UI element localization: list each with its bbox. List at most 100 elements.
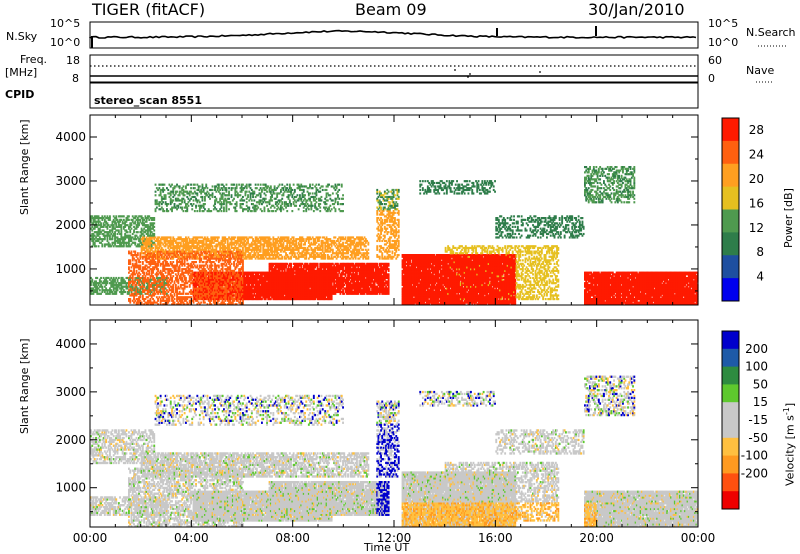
power-cell — [212, 245, 214, 247]
power-cell — [174, 203, 176, 205]
power-cell — [167, 189, 169, 191]
power-cell — [118, 229, 120, 231]
power-cell — [218, 184, 220, 186]
power-cell — [233, 198, 235, 200]
power-cell — [155, 194, 157, 196]
power-cell — [142, 261, 144, 263]
power-cell — [109, 215, 111, 217]
power-cell — [247, 194, 249, 196]
power-cell — [260, 184, 262, 186]
power-cell — [101, 286, 103, 288]
power-cell — [183, 210, 185, 212]
power-cell — [242, 196, 244, 198]
power-cell — [253, 199, 255, 201]
power-cell — [137, 231, 139, 233]
power-cell — [248, 207, 250, 209]
power-cell — [196, 265, 198, 267]
power-cell — [265, 198, 267, 200]
power-cell — [251, 210, 253, 212]
power-cell — [100, 277, 102, 279]
power-cell — [226, 184, 228, 186]
power-cell — [139, 261, 141, 263]
power-cell — [124, 291, 126, 293]
power-cell — [204, 203, 206, 205]
power-cell — [223, 207, 225, 209]
power-cell — [194, 187, 196, 189]
power-cell — [204, 302, 206, 304]
power-cell — [265, 194, 267, 196]
power-cell — [165, 272, 167, 274]
power-cell — [236, 201, 238, 203]
power-cell — [128, 266, 130, 268]
power-cell — [165, 194, 167, 196]
power-cell — [266, 205, 268, 207]
power-cell — [152, 247, 154, 249]
power-cell — [143, 235, 145, 237]
power-cell — [251, 199, 253, 201]
power-cell — [134, 251, 136, 253]
power-cell — [183, 185, 185, 187]
power-cell — [174, 302, 176, 304]
power-cell — [195, 261, 197, 263]
power-cell — [207, 187, 209, 189]
power-cell — [205, 184, 207, 186]
power-cell — [236, 210, 238, 212]
power-cell — [264, 207, 266, 209]
power-cell — [174, 298, 176, 300]
power-cell — [202, 184, 204, 186]
power-cell — [193, 203, 195, 205]
power-cell — [234, 236, 236, 238]
power-cell — [243, 199, 245, 201]
power-cell — [228, 208, 230, 210]
freq-dot — [454, 69, 456, 71]
power-cell — [253, 191, 255, 193]
power-cell — [242, 203, 244, 205]
power-cell — [184, 194, 186, 196]
power-cell — [186, 286, 188, 288]
power-cell — [231, 194, 233, 196]
power-cell — [199, 201, 201, 203]
power-cell — [142, 294, 144, 296]
power-cell — [156, 199, 158, 201]
power-cell — [255, 184, 257, 186]
power-cell — [203, 261, 205, 263]
power-cell — [129, 298, 131, 300]
power-cell — [250, 184, 252, 186]
power-cell — [143, 272, 145, 274]
power-cell — [215, 198, 217, 200]
power-cell — [98, 245, 100, 247]
power-cell — [246, 191, 248, 193]
power-cell — [202, 196, 204, 198]
power-cell — [127, 231, 129, 233]
power-cell — [231, 263, 233, 265]
power-cell — [164, 189, 166, 191]
power-cell — [226, 187, 228, 189]
power-cell — [179, 185, 181, 187]
power-cell — [231, 203, 233, 205]
power-cell — [190, 184, 192, 186]
figure: 1000200030004000100020003000400000:00 04:… — [0, 0, 800, 554]
power-cell — [266, 191, 268, 193]
power-cell — [188, 205, 190, 207]
power-cell — [210, 210, 212, 212]
power-cell — [107, 280, 109, 282]
power-cell — [212, 185, 214, 187]
power-cell — [200, 258, 202, 260]
power-cell — [194, 184, 196, 186]
power-cell — [204, 208, 206, 210]
power-cell — [123, 215, 125, 217]
power-cell — [162, 201, 164, 203]
power-cell — [99, 289, 101, 291]
power-cell — [200, 302, 202, 304]
noise-panel-frame — [90, 22, 698, 48]
power-cell — [181, 207, 183, 209]
power-cell — [191, 208, 193, 210]
power-cell — [199, 185, 201, 187]
power-cell — [128, 215, 130, 217]
power-cell — [246, 184, 248, 186]
power-cell — [134, 242, 136, 244]
power-cell — [176, 191, 178, 193]
power-cell — [167, 203, 169, 205]
power-cell — [233, 184, 235, 186]
power-cell — [194, 210, 196, 212]
